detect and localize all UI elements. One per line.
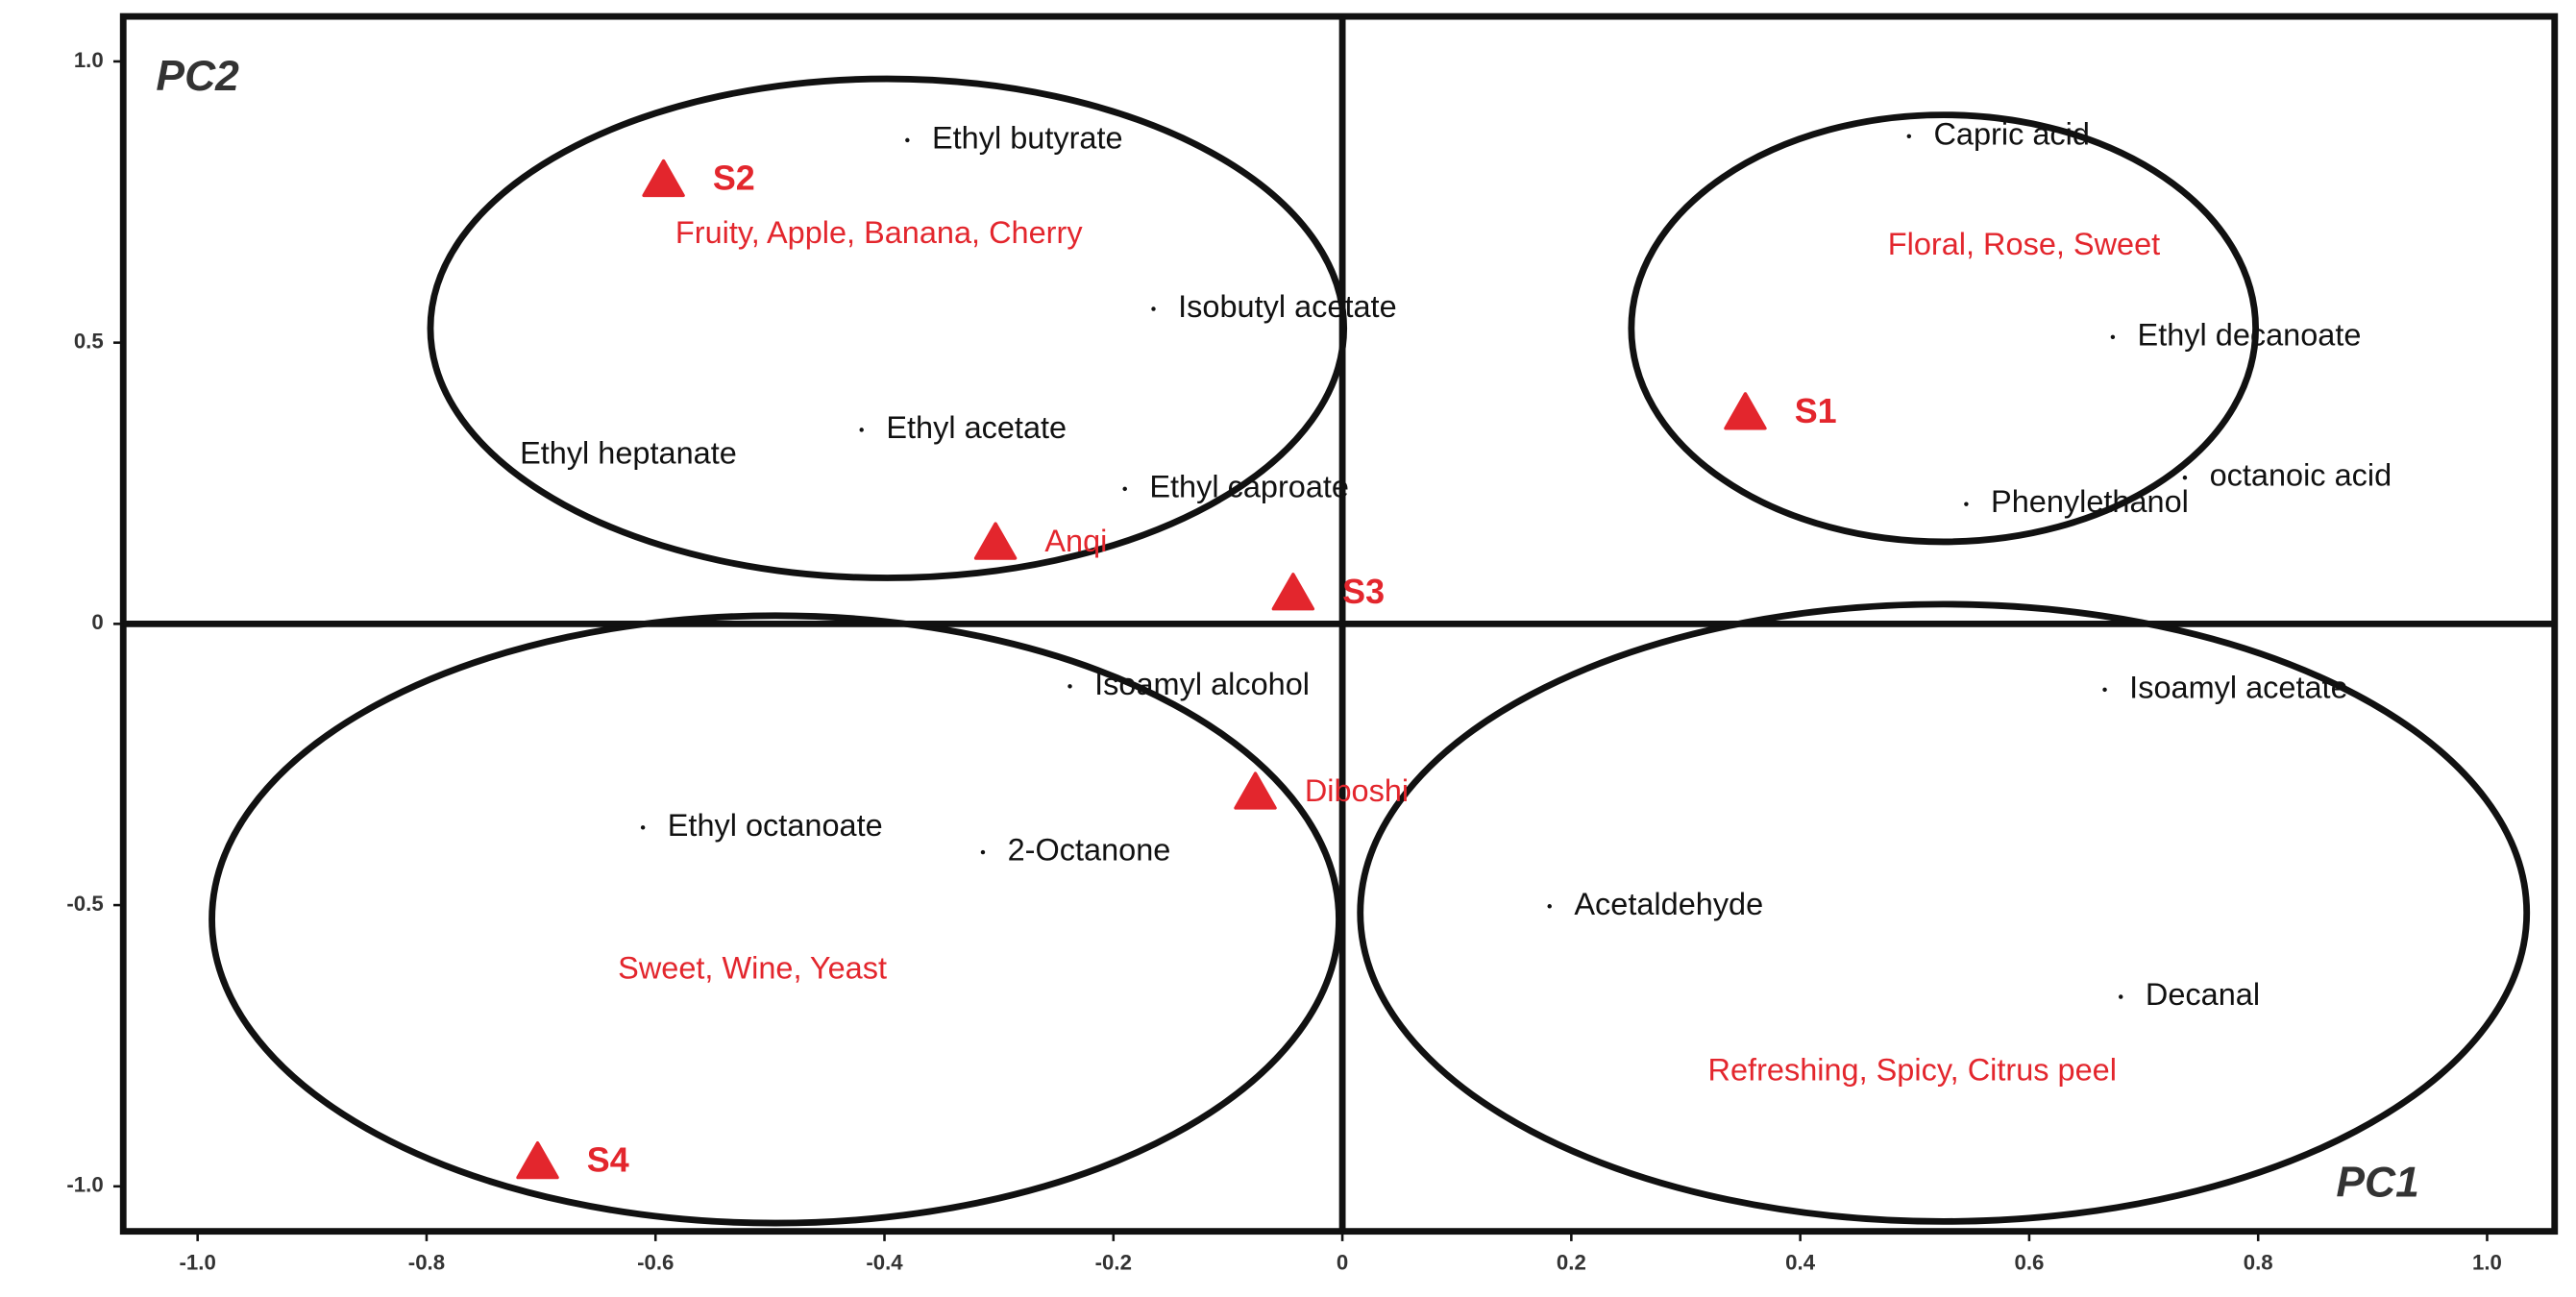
point-label: S1 [1795,392,1837,430]
point-label: Ethyl caproate [1149,469,1349,503]
point-label: 2-Octanone [1008,833,1171,868]
annotation: Refreshing, Spicy, Citrus peel [1708,1052,2117,1087]
point-label: Ethyl heptanate [520,435,737,470]
variable-point [2119,994,2123,999]
x-tick-label: 0.2 [1557,1251,1586,1275]
variable-point [2102,687,2107,693]
sample-marker [642,159,685,198]
variable-point [1151,306,1156,311]
sample-marker [516,1141,559,1180]
y-axis-label: PC2 [156,53,239,100]
y-tick-label: -0.5 [66,892,103,916]
point-label: octanoic acid [2210,458,2392,493]
point-label: Ethyl acetate [886,410,1067,445]
y-tick-label: 0.5 [74,330,104,354]
cluster-ellipse [1628,111,2260,546]
point-label: Ethyl butyrate [932,120,1123,155]
point-label: S3 [1342,573,1385,611]
variable-point [1122,486,1127,492]
x-tick-label: 0.6 [2014,1251,2044,1275]
variable-point [640,825,646,830]
point-label: S2 [713,159,755,198]
x-tick-label: 0.4 [1785,1251,1816,1275]
y-tick-label: 1.0 [74,48,104,72]
x-tick-label: 0.8 [2244,1251,2273,1275]
point-label: Isoamyl acetate [2129,670,2347,704]
point-label: Decanal [2146,977,2260,1012]
point-label: S4 [587,1141,629,1180]
variable-point [905,137,910,143]
point-label: Isobutyl acetate [1178,289,1397,324]
cluster-ellipse [1357,600,2531,1225]
x-tick-label: -0.8 [408,1251,445,1275]
variable-point [1547,904,1552,909]
x-tick-label: 0 [1337,1251,1348,1275]
variable-point [493,453,498,457]
variable-point [1964,502,1969,506]
x-tick-label: 1.0 [2472,1251,2502,1275]
x-tick-label: -0.4 [866,1251,903,1275]
variable-point [859,428,864,432]
sample-marker [1271,573,1315,611]
point-label: Isoamyl alcohol [1094,667,1310,701]
sample-marker [1724,392,1767,430]
x-axis-label: PC1 [2336,1160,2418,1207]
variable-point [980,849,986,855]
variable-point [1067,684,1072,689]
x-tick-label: -0.2 [1095,1251,1132,1275]
annotation: Floral, Rose, Sweet [1888,227,2160,261]
point-label: Acetaldehyde [1574,887,1763,921]
point-label: Ethyl octanoate [668,808,883,843]
variable-point [1906,134,1912,139]
y-tick-label: -1.0 [66,1173,103,1197]
point-label: Diboshi [1305,773,1409,808]
sample-marker [973,522,1018,560]
point-label: Ethyl decanoate [2138,317,2362,352]
point-label: Phenylethanol [1991,484,2189,519]
x-tick-label: -0.6 [637,1251,674,1275]
point-label: Capric acid [1933,116,2089,151]
annotation: Fruity, Apple, Banana, Cherry [675,215,1083,250]
x-tick-label: -1.0 [180,1251,216,1275]
annotation: Sweet, Wine, Yeast [618,951,887,986]
variable-point [2182,475,2188,480]
cluster-ellipse [209,612,1342,1227]
sample-marker [1234,771,1277,810]
variable-point [2110,334,2116,340]
y-tick-label: 0 [91,610,103,634]
point-label: Anqi [1044,524,1107,558]
